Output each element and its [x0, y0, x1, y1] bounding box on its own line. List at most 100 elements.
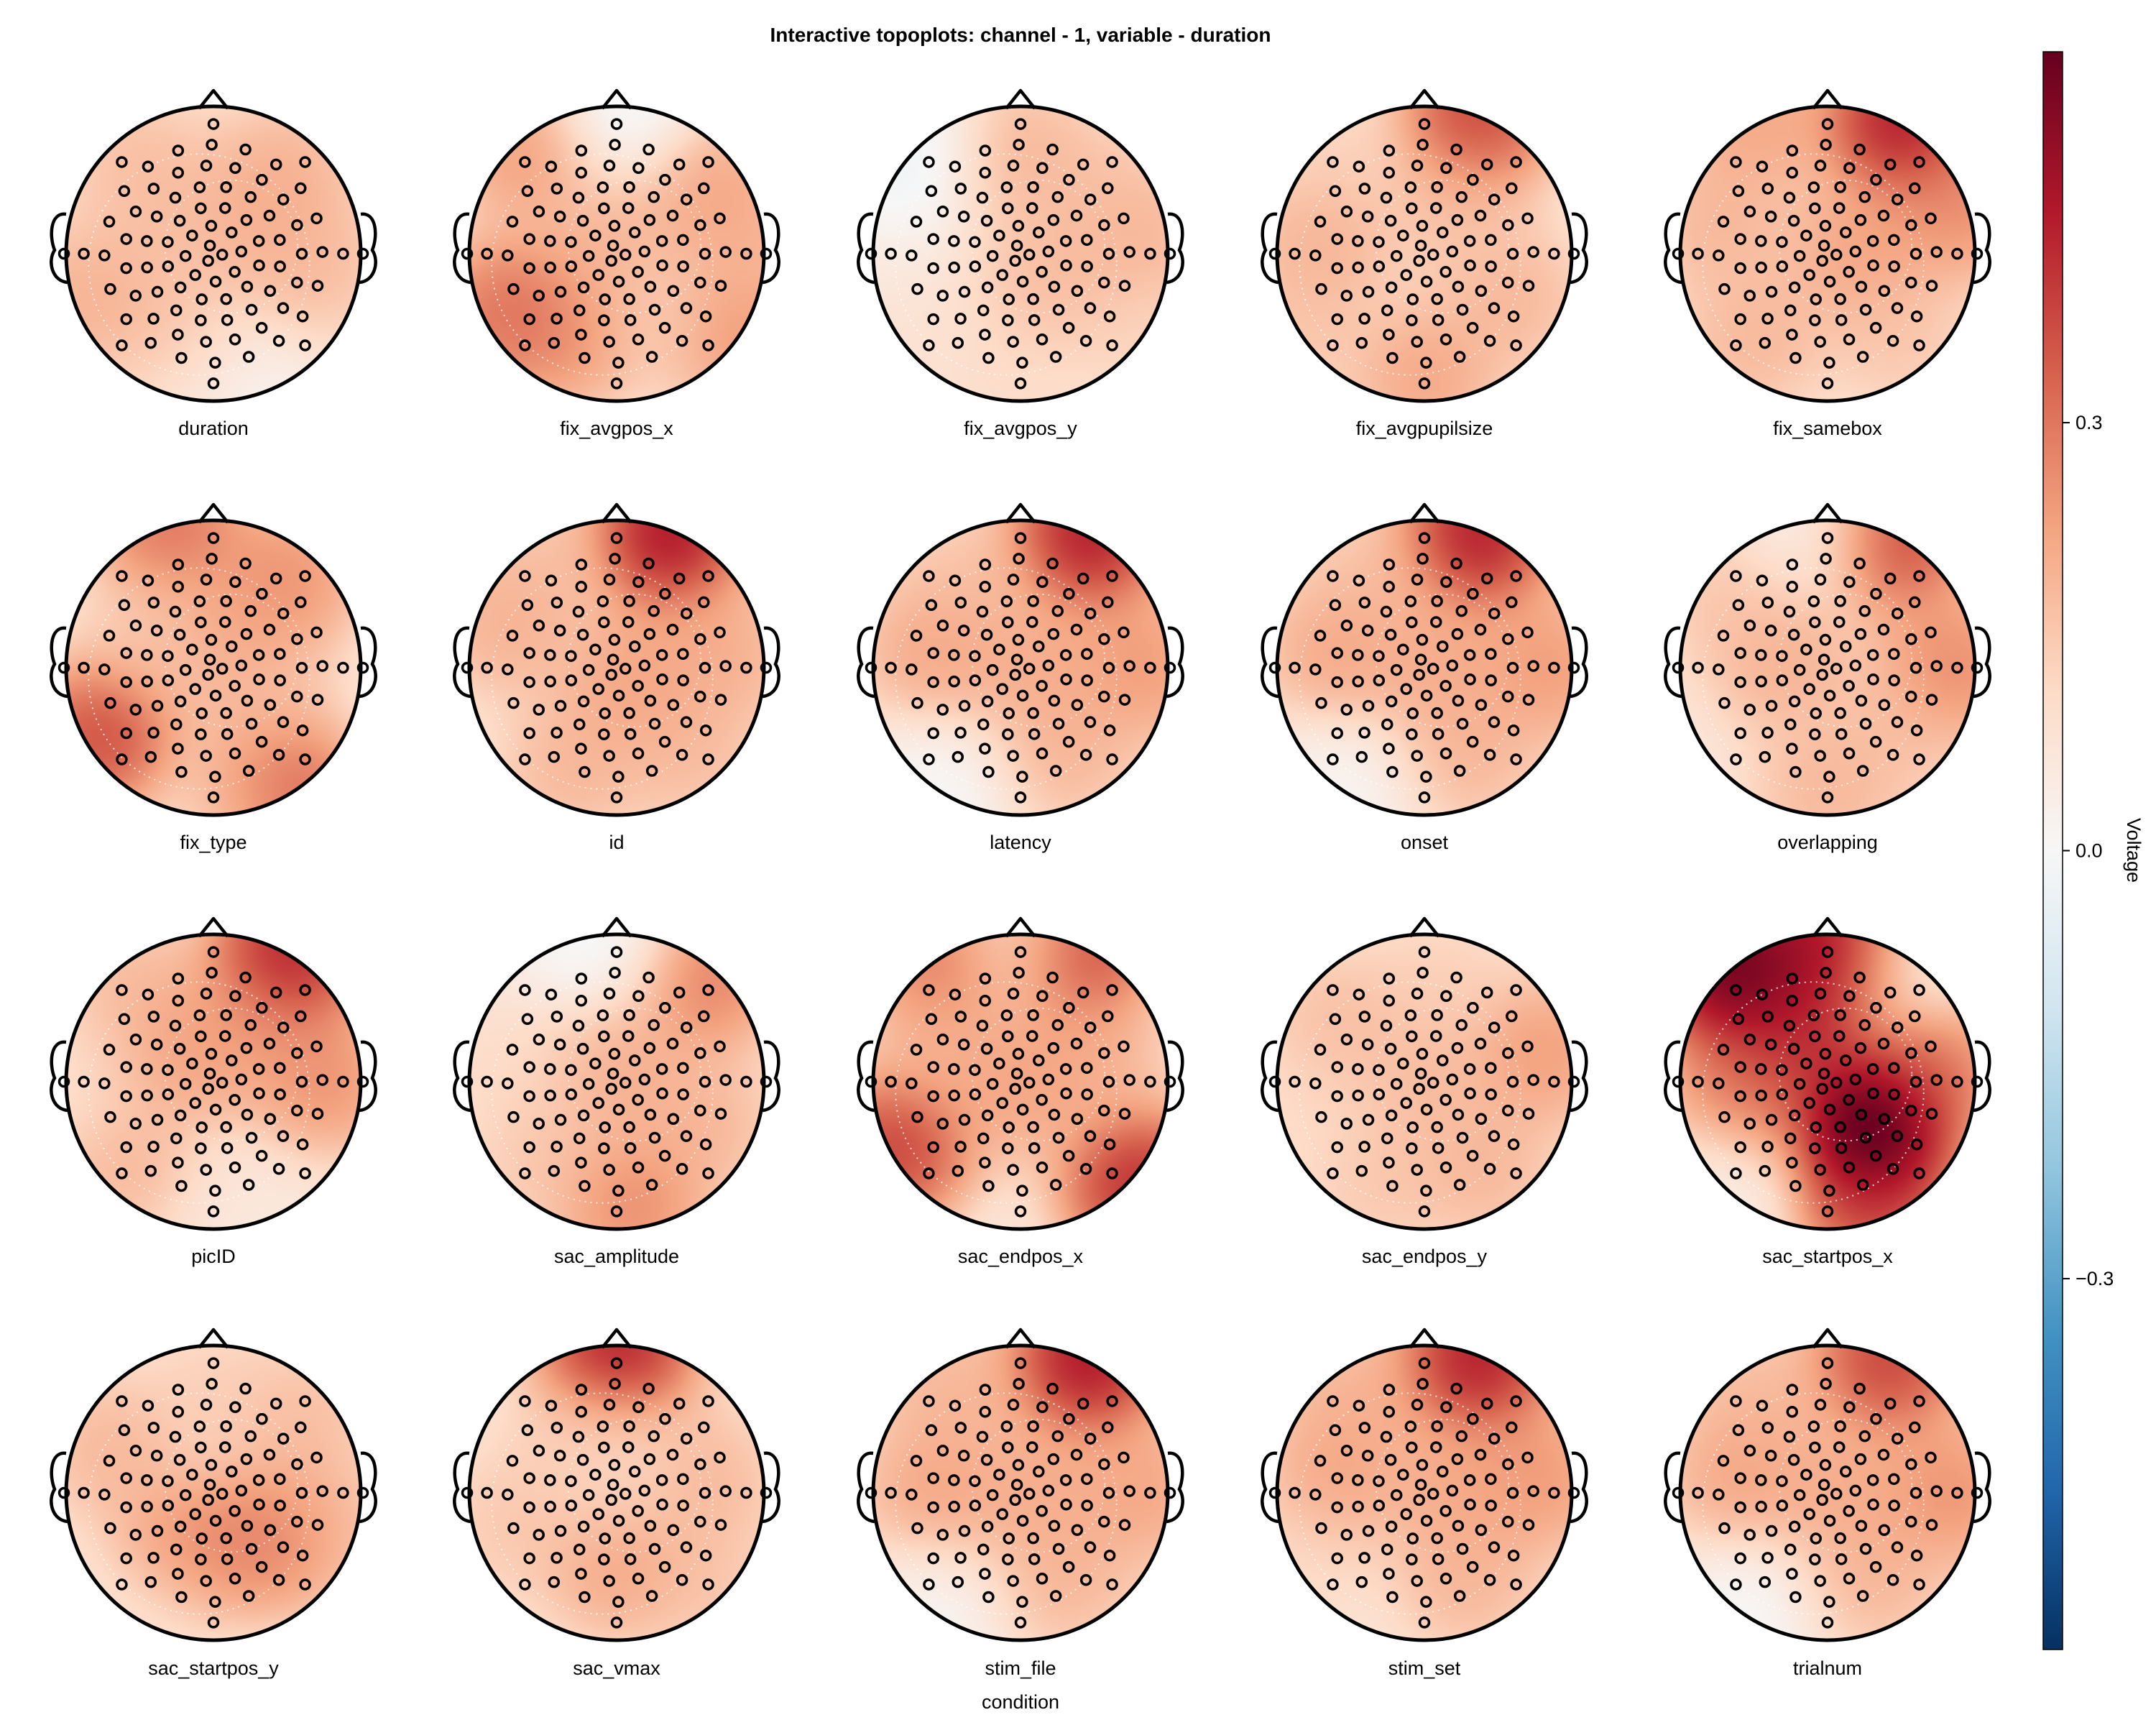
electrode: [948, 1089, 960, 1102]
topoplot-panel[interactable]: fix_avgpos_x: [453, 88, 780, 439]
electrode: [1869, 1560, 1882, 1573]
electrode: [702, 1167, 714, 1179]
topoplot-panel[interactable]: fix_type: [50, 502, 377, 853]
electrode: [200, 988, 213, 1000]
head-outline: [467, 1343, 766, 1642]
topoplot-panel[interactable]: latency: [857, 502, 1184, 853]
electrode: [150, 625, 163, 637]
electrode: [1718, 1110, 1731, 1123]
electrode: [1102, 247, 1115, 260]
electrode: [57, 247, 70, 260]
nose: [1005, 502, 1036, 524]
electrode: [1411, 160, 1424, 172]
topoplot-panel[interactable]: stim_file: [857, 1328, 1184, 1679]
electrode: [1427, 1077, 1439, 1089]
electrode: [244, 190, 257, 203]
topoplot-panel[interactable]: sac_startpos_y: [50, 1328, 377, 1679]
electrode: [274, 648, 286, 661]
electrode: [170, 304, 183, 317]
electrode: [1909, 182, 1921, 195]
topoplot-panel[interactable]: sac_amplitude: [453, 916, 780, 1267]
electrode: [719, 1074, 732, 1086]
electrode: [1856, 765, 1869, 777]
electrode: [1507, 310, 1520, 323]
topoplot-panel[interactable]: duration: [50, 88, 377, 439]
topoplot-panel[interactable]: sac_vmax: [453, 1328, 780, 1679]
electrode: [1870, 587, 1882, 600]
electrode: [948, 675, 960, 688]
electrode: [1809, 1553, 1821, 1565]
electrode: [277, 302, 290, 314]
electrode: [1765, 285, 1778, 298]
electrode: [1672, 247, 1685, 260]
electrode: [1450, 143, 1462, 156]
electrode: [1420, 770, 1432, 783]
electrode: [519, 1578, 531, 1591]
topoplot-panel[interactable]: fix_avgpupilsize: [1261, 88, 1588, 439]
electrode: [544, 261, 556, 274]
electrode: [1810, 707, 1822, 719]
electrode: [676, 1163, 688, 1175]
electrode: [1420, 356, 1432, 369]
electrode: [979, 558, 992, 571]
electrode: [544, 235, 556, 247]
electrode: [255, 321, 268, 334]
electrode: [1506, 661, 1519, 674]
electrode: [240, 1453, 253, 1466]
topoplot-panel[interactable]: id: [453, 502, 780, 853]
electrode: [655, 235, 668, 247]
electrode: [702, 156, 714, 168]
topoplot-panel[interactable]: sac_endpos_x: [857, 916, 1184, 1267]
panel-label: sac_startpos_y: [148, 1657, 279, 1679]
electrode: [927, 1061, 939, 1073]
electrode: [195, 314, 207, 326]
topoplot-panel[interactable]: picID: [50, 916, 377, 1267]
electrode: [976, 605, 989, 618]
topoplot-panel[interactable]: sac_startpos_x: [1664, 916, 1991, 1267]
electrode: [1406, 202, 1418, 215]
electrode: [610, 118, 623, 130]
electrode: [659, 1001, 671, 1014]
electrode: [948, 261, 960, 274]
topoplot-panel[interactable]: fix_avgpos_y: [857, 88, 1184, 439]
electrode: [1013, 553, 1025, 565]
electrode: [174, 695, 187, 708]
electrode: [573, 718, 586, 731]
electrode: [481, 661, 493, 674]
electrode: [1070, 1448, 1083, 1461]
panel-label: overlapping: [1777, 832, 1878, 853]
electrode: [151, 1524, 164, 1537]
topoplot-panel[interactable]: onset: [1261, 502, 1588, 853]
electrode: [1383, 742, 1395, 755]
electrode: [1144, 247, 1156, 260]
electrode: [1036, 1573, 1049, 1585]
topoplot-panel[interactable]: sac_endpos_y: [1261, 916, 1588, 1267]
electrode: [229, 680, 241, 692]
electrode: [1510, 753, 1522, 765]
electrode: [207, 791, 220, 804]
electrode: [575, 581, 587, 593]
electrode: [1406, 707, 1419, 719]
electrode: [740, 1075, 752, 1088]
topoplot-panel[interactable]: overlapping: [1664, 502, 1991, 853]
electrode: [1009, 1494, 1021, 1506]
electrode: [1913, 1395, 1925, 1407]
electrode: [1776, 260, 1789, 272]
electrode: [629, 1466, 641, 1478]
topoplot-panel[interactable]: stim_set: [1261, 1328, 1588, 1679]
electrode: [760, 1486, 773, 1499]
electrode: [253, 1499, 265, 1511]
electrode: [1789, 765, 1802, 778]
electrode: [523, 647, 535, 659]
topoplot-panel[interactable]: fix_samebox: [1664, 88, 1991, 439]
electrode: [1123, 660, 1135, 672]
electrode: [1079, 335, 1092, 347]
electrode: [1430, 1441, 1442, 1453]
electrode: [550, 1422, 563, 1434]
electrode: [1048, 694, 1061, 707]
topoplot-panel[interactable]: trialnum: [1664, 1328, 1991, 1679]
electrode: [575, 558, 588, 571]
electrode: [172, 995, 184, 1007]
electrode: [1390, 249, 1403, 262]
electrode: [1891, 1541, 1904, 1553]
